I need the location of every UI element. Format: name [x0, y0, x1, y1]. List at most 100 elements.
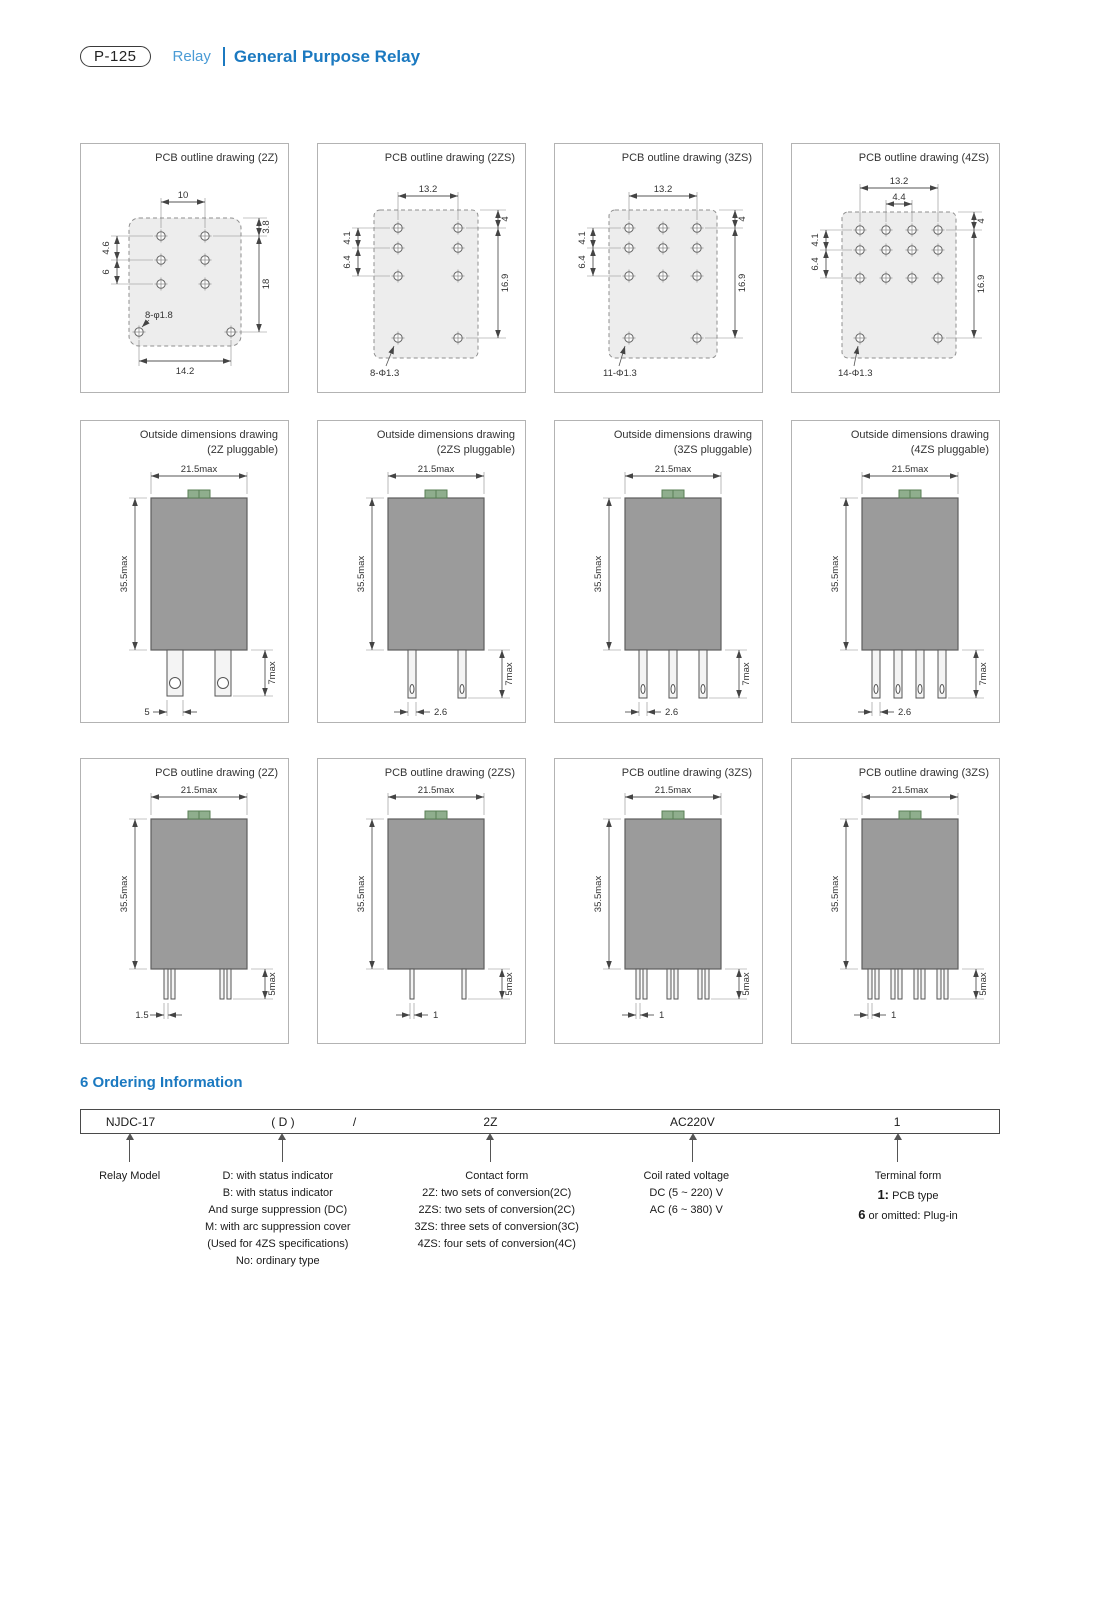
dimension-labels: 21.5max 35.5max 7max 2.6: [593, 464, 752, 718]
desc-line: AC (6 ~ 380) V: [649, 1204, 723, 1217]
page-title: General Purpose Relay: [233, 46, 421, 66]
dimension-lines: [602, 792, 747, 1019]
desc-line: D: with status indicator: [222, 1170, 334, 1182]
panel-title: PCB outline drawing (2Z): [155, 767, 278, 779]
panel-title: Outside dimensions drawing (2Z pluggable…: [81, 421, 288, 460]
hole-count-label: 8-Φ1.3: [370, 368, 399, 379]
pcb-pattern-row: PCB outline drawing (2Z): [80, 143, 1102, 393]
panel-title-line2: (4ZS pluggable): [910, 443, 989, 456]
dimension-labels: 21.5max 35.5max 5max 1: [830, 785, 989, 1021]
ordering-section: 6 Ordering Information NJDC-17 ( D ) / 2…: [0, 1074, 1102, 1384]
dim-label: 13.2: [889, 176, 908, 187]
desc-terminal-form: Terminal form 1: PCB type 6 or omitted: …: [858, 1168, 958, 1225]
relay-body: [386, 497, 485, 651]
panel-title: Outside dimensions drawing (4ZS pluggabl…: [792, 421, 999, 460]
dim-label: 35.5max: [119, 875, 130, 912]
panel-outside-4zs: Outside dimensions drawing (4ZS pluggabl…: [791, 420, 1000, 723]
desc-indicator-options: D: with status indicator B: with status …: [205, 1168, 351, 1270]
panel-outside-3zs: Outside dimensions drawing (3ZS pluggabl…: [554, 420, 763, 723]
dim-label: 4: [500, 216, 511, 221]
dim-label: 6.4: [577, 255, 588, 268]
panel-pcbtype-3zs: PCB outline drawing (3ZS): [554, 758, 763, 1044]
pcb-pattern-3zs-diagram: 13.2 4 16.9 4.1 6.4 11-Φ1.3: [577, 184, 748, 379]
panel-title: Outside dimensions drawing (2ZS pluggabl…: [318, 421, 525, 460]
desc-line: 6 or omitted: Plug-in: [858, 1207, 958, 1223]
pins: [409, 968, 466, 1000]
outside-4zs-diagram: 21.5max 35.5max 7max 2.6: [830, 464, 989, 718]
dim-label: 4.1: [577, 231, 588, 244]
panel-title-line1: Outside dimensions drawing: [850, 429, 989, 441]
relay-body: [623, 497, 722, 651]
panel-title-line2: (2ZS pluggable): [436, 443, 515, 456]
dimension-labels: 21.5max 35.5max 5max 1.5: [119, 785, 278, 1021]
panel-pcb-pattern-2zs: PCB outline drawing (2ZS): [317, 143, 526, 393]
dim-label: 4.6: [101, 241, 112, 254]
dimension-labels: 13.2 4 16.9 4.1 6.4 8-Φ1.3: [342, 184, 511, 379]
dim-label: 35.5max: [830, 555, 841, 592]
dimension-labels: 13.2 4.4 4 16.9 4.1 6.4 14-Φ1.3: [810, 176, 987, 379]
dimension-lines: [819, 183, 982, 366]
desc-line: M: with arc suppression cover: [205, 1221, 351, 1234]
panel-title: PCB outline drawing (3ZS): [621, 152, 752, 164]
desc-line: And surge suppression (DC): [208, 1204, 348, 1217]
panel-title: PCB outline drawing (4ZS): [858, 152, 989, 164]
panel-pcbtype-4zs: PCB outline drawing (3ZS): [791, 758, 1000, 1044]
dim-label: 2.6: [898, 707, 911, 718]
panel-title-line2: (2Z pluggable): [207, 443, 278, 456]
panel-title: PCB outline drawing (2Z): [155, 152, 278, 164]
dim-label: 5max: [267, 972, 278, 995]
outside-2z-diagram: 21.5max 35.5max 7max 5: [119, 464, 278, 718]
panel-title-line1: Outside dimensions drawing: [613, 429, 752, 441]
pcb-pattern-2zs-diagram: 13.2 4 16.9 4.1 6.4 8-Φ1.3: [342, 184, 511, 379]
dimension-lines: [839, 471, 984, 716]
panel-title: PCB outline drawing (3ZS): [858, 767, 989, 779]
panel-title: PCB outline drawing (2ZS): [384, 767, 515, 779]
pcbtype-3zs-diagram: 21.5max 35.5max 5max 1: [593, 785, 752, 1021]
dim-label: 1.5: [135, 1010, 148, 1021]
dim-label: 5: [144, 707, 149, 718]
dimension-lines: [128, 792, 273, 1019]
desc-line: 4ZS: four sets of conversion(4C): [417, 1238, 576, 1251]
dim-label: 16.9: [737, 274, 748, 293]
desc-contact-form: Contact form 2Z: two sets of conversion(…: [415, 1168, 579, 1253]
desc-line: DC (5 ~ 220) V: [649, 1187, 724, 1200]
page-header: P-125 Relay General Purpose Relay: [80, 46, 1102, 67]
pcb-board-outline: [128, 217, 241, 347]
dim-label: 2.6: [434, 707, 447, 718]
panel-title: Outside dimensions drawing (3ZS pluggabl…: [555, 421, 762, 460]
dim-label: 14.2: [175, 366, 194, 377]
relay-body: [149, 497, 248, 651]
pins: [407, 649, 466, 699]
dim-label: 4: [737, 216, 748, 221]
panel-title: PCB outline drawing (3ZS): [621, 767, 752, 779]
dimension-labels: 21.5max 35.5max 7max 2.6: [356, 464, 515, 718]
desc-line: Relay Model: [99, 1170, 161, 1182]
order-cell-terminal: 1: [893, 1114, 901, 1129]
desc-coil-voltage: Coil rated voltage DC (5 ~ 220) V AC (6 …: [643, 1168, 729, 1219]
dim-label: 4.4: [892, 192, 905, 203]
desc-line: No: ordinary type: [235, 1255, 320, 1268]
dim-label: 3.8: [261, 220, 272, 233]
dimension-labels: 21.5max 35.5max 5max 1: [593, 785, 752, 1021]
dim-label: 16.9: [500, 274, 511, 293]
dim-label: 13.2: [653, 184, 672, 195]
pins: [867, 968, 948, 1000]
title-divider: [222, 47, 225, 66]
dimension-labels: 21.5max 35.5max 5max 1: [356, 785, 515, 1021]
dim-label: 16.9: [976, 275, 987, 294]
dim-label: 21.5max: [180, 785, 217, 796]
desc-line: Contact form: [465, 1170, 529, 1182]
dim-label: 7max: [504, 662, 515, 685]
hole-count-label: 14-Φ1.3: [838, 368, 873, 379]
dim-label: 21.5max: [417, 464, 454, 475]
relay-body: [623, 818, 722, 970]
pcb-board-outline: [608, 209, 717, 359]
outside-2zs-diagram: 21.5max 35.5max 7max 2.6: [356, 464, 515, 718]
order-cell-model: NJDC-17: [105, 1114, 156, 1129]
relay-body: [860, 818, 959, 970]
dimension-labels: 21.5max 35.5max 7max 5: [119, 464, 278, 718]
relay-body: [860, 497, 959, 651]
desc-line: (Used for 4ZS specifications): [207, 1238, 349, 1251]
pcbtype-2z-diagram: 21.5max 35.5max 5max 1.5: [119, 785, 278, 1021]
dim-label: 21.5max: [654, 785, 691, 796]
